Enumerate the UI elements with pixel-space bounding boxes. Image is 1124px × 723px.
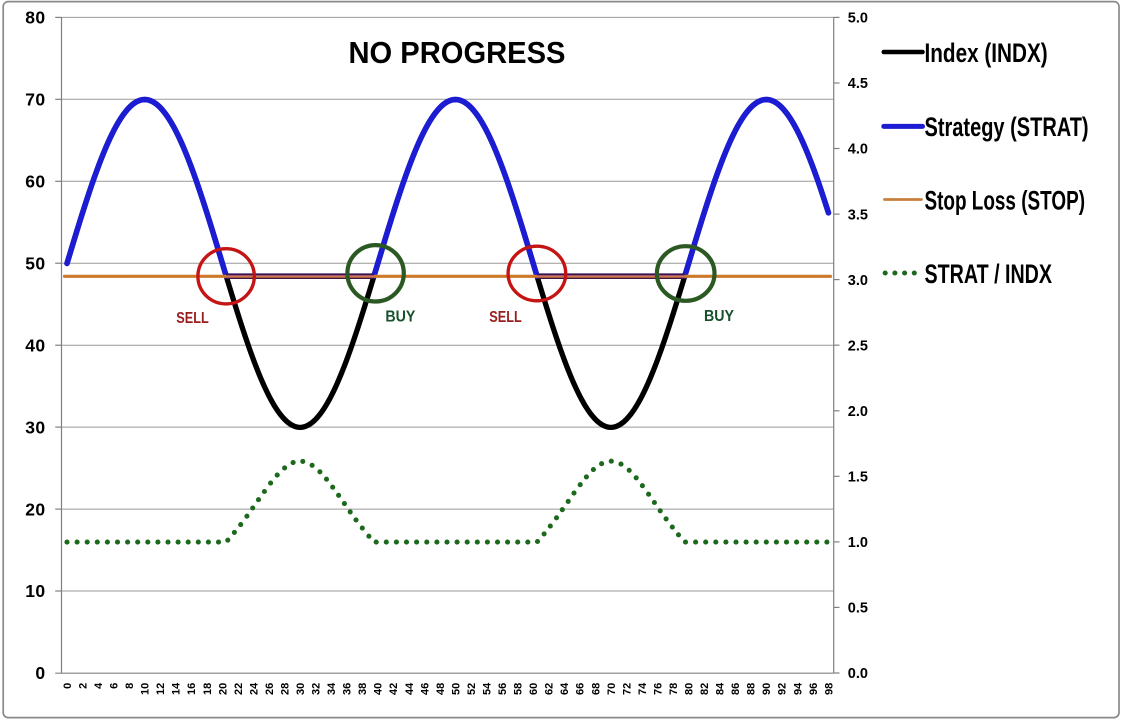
svg-text:78: 78 (668, 683, 680, 695)
svg-text:32: 32 (311, 683, 323, 695)
svg-text:8: 8 (124, 683, 136, 689)
svg-text:24: 24 (248, 682, 260, 695)
svg-text:0.5: 0.5 (848, 601, 868, 617)
svg-text:2.0: 2.0 (848, 404, 868, 420)
svg-text:70: 70 (606, 683, 618, 695)
svg-text:16: 16 (186, 683, 198, 695)
svg-text:0: 0 (62, 683, 74, 689)
svg-text:40: 40 (25, 335, 45, 355)
svg-text:BUY: BUY (385, 308, 415, 325)
svg-text:84: 84 (715, 682, 727, 695)
svg-text:4.0: 4.0 (848, 142, 868, 158)
svg-text:80: 80 (684, 683, 696, 695)
svg-text:52: 52 (466, 683, 478, 695)
svg-text:50: 50 (450, 683, 462, 695)
svg-text:5.0: 5.0 (848, 11, 868, 27)
svg-text:3.0: 3.0 (848, 273, 868, 289)
svg-text:64: 64 (559, 682, 571, 695)
svg-text:30: 30 (295, 683, 307, 695)
svg-text:3.5: 3.5 (848, 207, 868, 223)
svg-text:1.5: 1.5 (848, 470, 868, 486)
svg-text:82: 82 (699, 683, 711, 695)
svg-text:Index (INDX): Index (INDX) (925, 38, 1048, 68)
svg-text:1.0: 1.0 (848, 535, 868, 551)
svg-text:98: 98 (823, 683, 835, 695)
svg-text:STRAT / INDX: STRAT / INDX (925, 259, 1053, 289)
svg-text:30: 30 (25, 417, 45, 437)
svg-text:40: 40 (373, 683, 385, 695)
svg-text:SELL: SELL (489, 309, 522, 326)
svg-text:28: 28 (280, 683, 292, 695)
svg-text:94: 94 (792, 682, 804, 695)
svg-text:80: 80 (25, 8, 45, 28)
svg-text:38: 38 (357, 683, 369, 695)
svg-text:44: 44 (404, 682, 416, 695)
svg-text:68: 68 (590, 683, 602, 695)
svg-text:36: 36 (342, 683, 354, 695)
svg-text:34: 34 (326, 682, 338, 695)
svg-text:10: 10 (25, 581, 45, 601)
svg-text:Strategy (STRAT): Strategy (STRAT) (925, 112, 1089, 142)
svg-text:92: 92 (777, 683, 789, 695)
svg-text:46: 46 (419, 683, 431, 695)
svg-text:4: 4 (93, 682, 105, 689)
svg-text:20: 20 (217, 683, 229, 695)
svg-text:42: 42 (388, 683, 400, 695)
svg-text:66: 66 (575, 683, 587, 695)
svg-text:70: 70 (25, 90, 45, 110)
svg-text:90: 90 (761, 683, 773, 695)
svg-text:Stop Loss (STOP): Stop Loss (STOP) (925, 185, 1086, 215)
svg-text:88: 88 (746, 683, 758, 695)
svg-text:48: 48 (435, 683, 447, 695)
svg-text:NO PROGRESS: NO PROGRESS (349, 35, 566, 70)
svg-text:22: 22 (233, 683, 245, 695)
svg-text:20: 20 (25, 499, 45, 519)
svg-text:86: 86 (730, 683, 742, 695)
svg-text:0: 0 (35, 663, 45, 683)
svg-text:SELL: SELL (176, 310, 209, 327)
svg-text:6: 6 (109, 683, 121, 689)
svg-text:10: 10 (140, 683, 152, 695)
svg-text:62: 62 (544, 683, 556, 695)
svg-text:60: 60 (25, 172, 45, 192)
svg-text:2: 2 (77, 683, 89, 689)
svg-text:58: 58 (513, 683, 525, 695)
svg-text:0.0: 0.0 (848, 666, 868, 682)
svg-text:26: 26 (264, 683, 276, 695)
svg-text:60: 60 (528, 683, 540, 695)
svg-text:54: 54 (482, 682, 494, 695)
svg-text:74: 74 (637, 682, 649, 695)
svg-text:76: 76 (652, 683, 664, 695)
svg-text:14: 14 (171, 682, 183, 695)
svg-text:12: 12 (155, 683, 167, 695)
svg-text:96: 96 (808, 683, 820, 695)
svg-text:18: 18 (202, 683, 214, 695)
svg-text:50: 50 (25, 253, 45, 273)
svg-text:BUY: BUY (704, 308, 734, 325)
svg-text:2.5: 2.5 (848, 338, 868, 354)
svg-text:72: 72 (621, 683, 633, 695)
svg-text:56: 56 (497, 683, 509, 695)
svg-text:4.5: 4.5 (848, 76, 868, 92)
